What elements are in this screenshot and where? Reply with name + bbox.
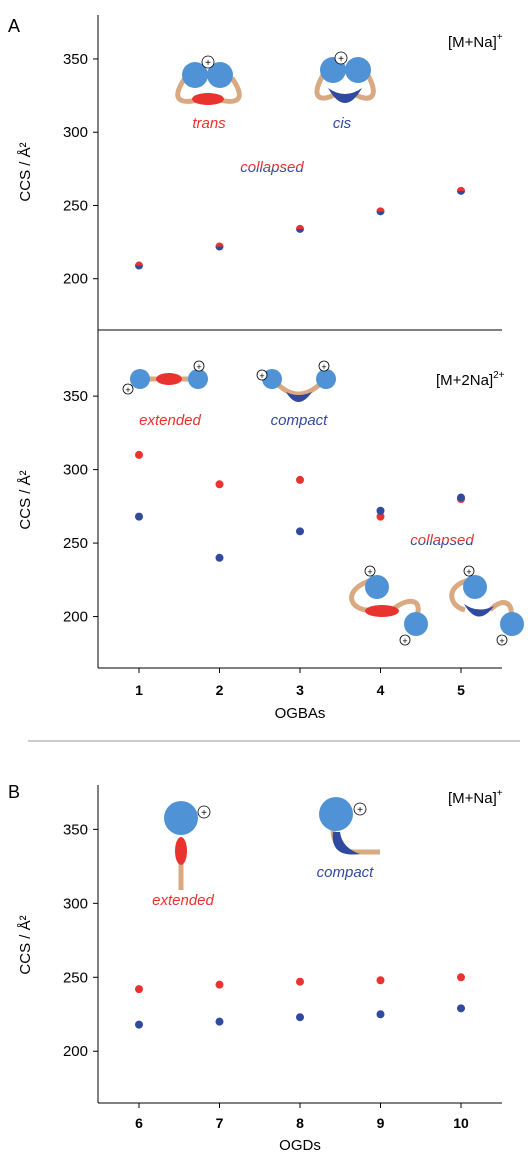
y-tick-label-A_top: 350 — [63, 51, 88, 68]
x-tick-label-B: 7 — [216, 1115, 224, 1131]
xlabel-b: OGDs — [279, 1137, 321, 1154]
y-tick-label-B: 300 — [63, 895, 88, 912]
data-point-A_bottom-red — [296, 475, 304, 484]
data-point-A_bottom-blue — [135, 512, 143, 521]
svg-text:+: + — [402, 636, 407, 646]
panel-letter-a: A — [8, 16, 20, 36]
y-tick-label-A_top: 250 — [63, 197, 88, 214]
svg-text:+: + — [201, 808, 207, 819]
y-tick-label-A_bottom: 350 — [63, 388, 88, 405]
annotation-extended-a: extended — [139, 412, 201, 429]
data-point-B-blue — [296, 1013, 304, 1022]
ion-tag-a-bottom: [M+2Na]2+ — [436, 370, 505, 389]
chart-marks: 200 250 300 350 200 250 300 350 1 2 3 4 5 200 250 300 35… — [63, 51, 469, 1131]
svg-text:+: + — [338, 54, 344, 65]
svg-text:+: + — [367, 567, 372, 577]
data-point-A_bottom-blue — [215, 553, 224, 562]
y-tick-label-A_top: 300 — [63, 124, 88, 141]
trans-conformer-icon: + — [175, 55, 242, 105]
ion-tag-b: [M+Na]+ — [448, 788, 503, 807]
data-point-A_bottom-blue — [457, 493, 465, 502]
annotation-collapsed-top: collapsed — [240, 159, 304, 176]
y-tick-label-A_bottom: 300 — [63, 462, 88, 479]
data-point-A_bottom-blue — [376, 506, 385, 515]
y-tick-label-B: 200 — [63, 1043, 88, 1060]
annotation-compact-a: compact — [271, 412, 329, 429]
data-point-B-red — [376, 976, 385, 985]
data-point-B-blue — [135, 1020, 143, 1029]
data-point-A_bottom-red — [215, 480, 224, 489]
data-point-A_top-split — [296, 224, 304, 233]
x-tick-label-A_bottom: 3 — [296, 682, 304, 698]
svg-text:+: + — [196, 362, 201, 372]
annotation-compact-b: compact — [317, 864, 375, 881]
svg-text:+: + — [321, 362, 326, 372]
data-point-A_bottom-blue — [296, 527, 304, 536]
annotation-collapsed-bottom: collapsed — [410, 532, 474, 549]
data-point-B-blue — [457, 1004, 465, 1013]
panel-letter-b: B — [8, 782, 20, 802]
collapsed-trans-icon: + + — [349, 565, 428, 646]
compact-conformer-icon: + + — [256, 360, 336, 402]
y-tick-label-A_top: 200 — [63, 271, 88, 288]
x-tick-label-A_bottom: 4 — [377, 682, 385, 698]
ylabel-a-top: CCS / Å² — [17, 142, 34, 201]
data-point-A_bottom-red — [376, 512, 385, 521]
x-tick-label-B: 8 — [296, 1115, 304, 1131]
ylabel-b: CCS / Å² — [17, 915, 34, 974]
data-point-A_top-split — [376, 207, 385, 216]
ion-tag-a-top: [M+Na]+ — [448, 32, 503, 51]
x-tick-label-A_bottom: 5 — [457, 682, 465, 698]
x-tick-label-B: 6 — [135, 1115, 143, 1131]
x-tick-label-A_bottom: 1 — [135, 682, 143, 698]
svg-text:+: + — [259, 371, 264, 381]
compact-b-icon: + — [319, 797, 380, 855]
data-point-B-blue — [376, 1010, 385, 1019]
y-tick-label-B: 350 — [63, 821, 88, 838]
y-tick-label-A_bottom: 200 — [63, 609, 88, 626]
extended-b-icon: + — [164, 801, 211, 890]
svg-text:+: + — [466, 567, 471, 577]
cis-conformer-icon: + — [314, 51, 376, 103]
data-point-B-red — [296, 977, 304, 986]
annotation-extended-b: extended — [152, 892, 214, 909]
data-point-B-red — [135, 985, 143, 994]
data-point-A_top-split — [457, 186, 465, 195]
y-tick-label-A_bottom: 250 — [63, 535, 88, 552]
data-point-A_top-split — [215, 242, 224, 251]
annotation-trans: trans — [192, 115, 226, 132]
svg-text:+: + — [125, 385, 130, 395]
svg-text:+: + — [499, 636, 504, 646]
xlabel-a: OGBAs — [275, 705, 326, 722]
svg-text:+: + — [357, 805, 363, 816]
annotation-cis: cis — [333, 115, 352, 132]
svg-text:+: + — [205, 58, 211, 69]
data-point-B-red — [457, 973, 465, 982]
y-tick-label-B: 250 — [63, 969, 88, 986]
data-point-B-blue — [215, 1017, 224, 1026]
x-tick-label-B: 9 — [377, 1115, 385, 1131]
axes-a-top — [97, 15, 502, 331]
data-point-A_top-split — [135, 261, 143, 270]
extended-conformer-icon: + + — [122, 360, 208, 395]
x-tick-label-B: 10 — [453, 1115, 469, 1131]
data-point-B-red — [215, 980, 224, 989]
x-tick-label-A_bottom: 2 — [216, 682, 224, 698]
axes-b — [97, 785, 502, 1104]
data-point-A_bottom-red — [135, 450, 143, 459]
collapsed-cis-icon: + + — [449, 565, 524, 646]
ylabel-a-bottom: CCS / Å² — [17, 470, 34, 529]
